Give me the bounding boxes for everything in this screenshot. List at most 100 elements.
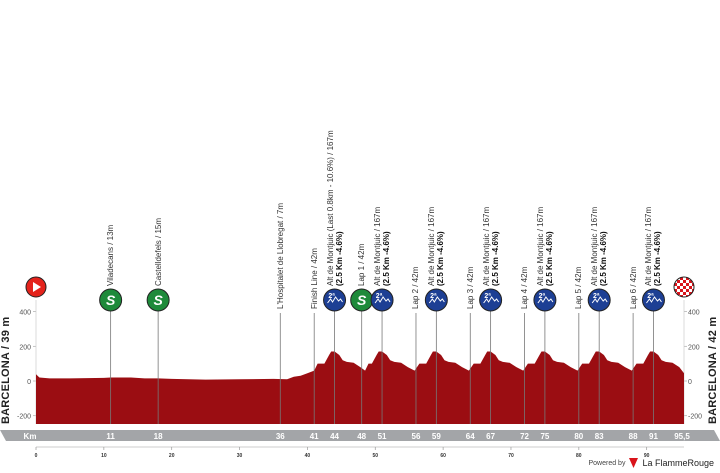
climb-details: (2.5 Km -4.6%) (382, 231, 392, 286)
kom-category-icon: 2ª (424, 288, 448, 312)
marker-name: L'Hospitalet de Llobregat / 7m (275, 202, 285, 309)
marker-km-label: 75 (540, 432, 549, 441)
category-text: 2ª (647, 293, 654, 300)
checker (686, 283, 689, 286)
marker-km-label: 64 (466, 432, 475, 441)
y-tick-label: 0 (688, 379, 692, 386)
kom-category-icon: 2ª (323, 288, 347, 312)
marker-name: Lap 6 / 42m (628, 266, 638, 309)
kom-category-icon: 2ª (479, 288, 503, 312)
marker-label: Lap 1 / 42m (357, 244, 366, 286)
checker (674, 277, 677, 280)
mountain-glyph (483, 296, 500, 304)
mountain-glyph (591, 296, 608, 304)
marker-name: Alt de Montjuic / 167m (481, 206, 491, 286)
climb-details: (2.5 Km -4.6%) (334, 231, 344, 286)
start-location-label: BARCELONA / 39 m (0, 316, 12, 424)
marker-km-label: 67 (486, 432, 495, 441)
kom-category-icon: 2ª (533, 288, 557, 312)
checker (686, 289, 689, 292)
marker-name: Alt de Montjuic / 167m (590, 206, 600, 286)
marker-label: Alt de Montjuic / 167m (2.5 Km -4.6%) (482, 207, 500, 286)
category-text: 2ª (539, 293, 546, 300)
marker-km-label: 11 (106, 432, 115, 441)
play-glyph (33, 282, 41, 292)
marker-label: Finish Line / 42m (310, 248, 319, 309)
flamme-rouge-logo-icon (629, 458, 639, 468)
marker-km-label: 51 (378, 432, 387, 441)
marker-name: Alt de Montjuic (Last 0.8km - 10.6%) / 1… (325, 130, 335, 286)
checker (680, 295, 683, 297)
icon-circle (146, 288, 170, 312)
checker (677, 280, 680, 283)
checker (677, 292, 680, 295)
climb-details: (2.5 Km -4.6%) (599, 231, 609, 286)
km-axis-tick-label: 40 (305, 453, 311, 459)
sprint-icon: S (146, 288, 170, 312)
checker (680, 289, 683, 292)
mountain-glyph (374, 296, 391, 304)
icon-circle (424, 288, 448, 312)
marker-km-label: 18 (154, 432, 163, 441)
checker (680, 283, 683, 286)
finish-flag-icon (673, 276, 695, 298)
y-tick-label: 400 (19, 310, 31, 317)
marker-label: Alt de Montjuic / 167m (2.5 Km -4.6%) (644, 207, 662, 286)
mountain-glyph (327, 296, 343, 304)
marker-label: Alt de Montjuic / 167m (2.5 Km -4.6%) (536, 207, 554, 286)
finish-ring (673, 276, 695, 298)
y-tick-label: -200 (688, 414, 702, 421)
marker-label: Alt de Montjuic / 167m (2.5 Km -4.6%) (427, 207, 445, 286)
kom-category-icon: 2ª (370, 288, 394, 312)
checker (692, 295, 694, 297)
marker-label: Lap 2 / 42m (411, 267, 420, 309)
climb-details: (2.5 Km -4.6%) (544, 231, 554, 286)
sprint-icon: S (99, 288, 123, 312)
marker-label: Lap 6 / 42m (629, 267, 638, 309)
checker (674, 289, 677, 292)
y-tick-label: 0 (27, 379, 31, 386)
credit: Powered by La FlammeRouge (588, 458, 714, 468)
kom-category-icon: 2ª (587, 288, 611, 312)
marker-name: Alt de Montjuic / 167m (535, 206, 545, 286)
marker-name: Castelldefels / 15m (153, 217, 163, 286)
marker-name: Lap 2 / 42m (411, 266, 421, 309)
km-bar (0, 430, 720, 441)
checker (689, 280, 692, 283)
y-tick-label: 200 (19, 344, 31, 351)
y-tick-label: -200 (17, 414, 31, 421)
marker-name: Lap 5 / 42m (574, 266, 584, 309)
km-axis-tick-label: 80 (576, 453, 582, 459)
kom-category-icon: 2ª (641, 288, 665, 312)
marker-label: L'Hospitalet de Llobregat / 7m (276, 203, 285, 309)
category-text: 2ª (593, 293, 600, 300)
marker-name: Alt de Montjuic / 167m (373, 206, 383, 286)
km-axis-tick-label: 60 (440, 453, 446, 459)
icon-circle (479, 288, 503, 312)
marker-name: Viladecans / 13m (106, 224, 116, 286)
marker-km-label: 83 (595, 432, 604, 441)
marker-name: Lap 4 / 42m (520, 266, 530, 309)
checker (686, 277, 689, 280)
km-axis-tick-label: 70 (508, 453, 514, 459)
km-axis-tick-label: 20 (169, 453, 175, 459)
mountain-glyph (537, 296, 554, 304)
km-axis-tick-label: 90 (644, 453, 650, 459)
marker-label: Alt de Montjuic / 167m (2.5 Km -4.6%) (590, 207, 608, 286)
icon-circle (641, 288, 665, 312)
km-total-label: 95,5 (674, 432, 690, 441)
km-axis-tick-label: 30 (237, 453, 243, 459)
marker-label: Lap 3 / 42m (466, 267, 475, 309)
checker (689, 286, 692, 289)
marker-km-label: 56 (412, 432, 421, 441)
icon-circle (533, 288, 557, 312)
marker-km-label: 41 (310, 432, 319, 441)
powered-by-text: Powered by (588, 459, 626, 467)
checker (680, 277, 683, 280)
sprint-icon: S (350, 288, 374, 312)
marker-km-label: 88 (629, 432, 638, 441)
climb-details: (2.5 Km -4.6%) (436, 231, 446, 286)
mountain-glyph (646, 296, 662, 304)
km-axis-tick-label: 10 (101, 453, 107, 459)
marker-label: Castelldefels / 15m (154, 218, 163, 286)
